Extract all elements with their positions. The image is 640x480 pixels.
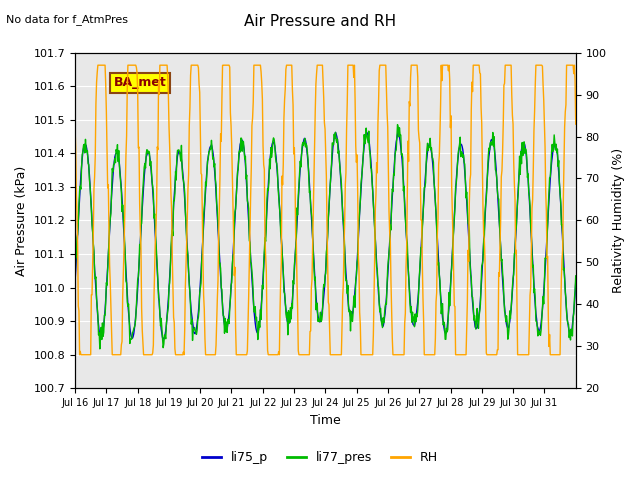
- Text: Air Pressure and RH: Air Pressure and RH: [244, 14, 396, 29]
- Y-axis label: Air Pressure (kPa): Air Pressure (kPa): [15, 165, 28, 276]
- Text: BA_met: BA_met: [114, 76, 166, 89]
- Legend: li75_p, li77_pres, RH: li75_p, li77_pres, RH: [197, 446, 443, 469]
- Y-axis label: Relativity Humidity (%): Relativity Humidity (%): [612, 148, 625, 293]
- Text: No data for f_AtmPres: No data for f_AtmPres: [6, 14, 129, 25]
- X-axis label: Time: Time: [310, 414, 340, 427]
